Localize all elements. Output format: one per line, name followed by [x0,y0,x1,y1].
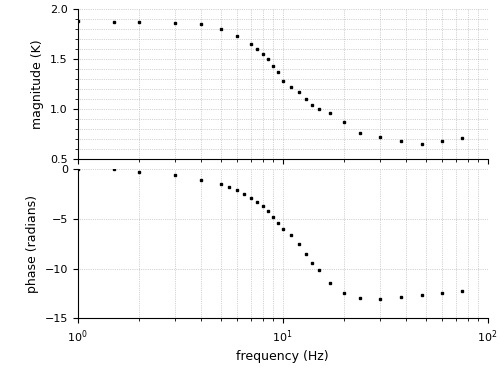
Y-axis label: magnitude (K): magnitude (K) [32,39,44,129]
Y-axis label: phase (radians): phase (radians) [26,195,39,293]
X-axis label: frequency (Hz): frequency (Hz) [236,350,329,363]
